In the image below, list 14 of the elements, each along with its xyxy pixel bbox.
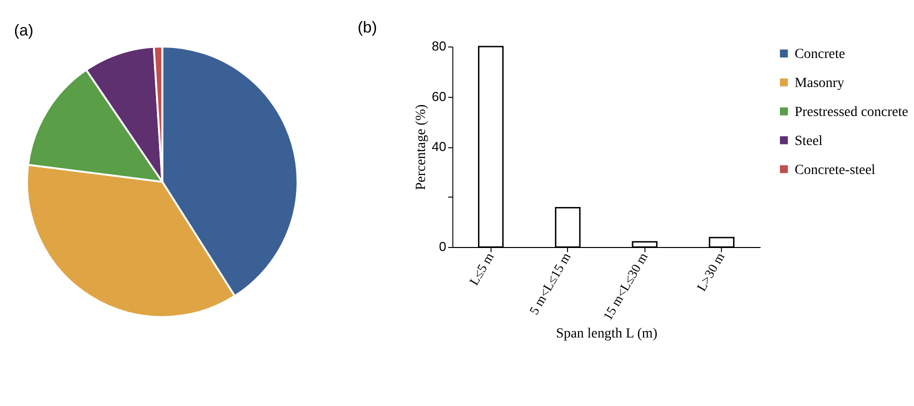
y-tick-label: 60 <box>432 88 446 104</box>
legend-label: Steel <box>794 134 823 149</box>
legend-label: Concrete <box>794 47 846 62</box>
legend-label: Prestressed concrete <box>794 105 908 120</box>
y-tick-label: 0 <box>439 239 446 254</box>
y-tick-label: 40 <box>432 138 446 154</box>
x-tick-label: L≤5 m <box>466 250 497 288</box>
x-axis-title: Span length L (m) <box>556 326 658 342</box>
chart-title: (b) <box>358 20 377 37</box>
chart-title: (a) <box>14 22 34 40</box>
y-tick-label: 80 <box>432 38 446 54</box>
legend-label: Masonry <box>794 76 844 92</box>
y-axis-title: Percentage (%) <box>414 104 430 190</box>
legend-label: Concrete-steel <box>794 162 876 178</box>
